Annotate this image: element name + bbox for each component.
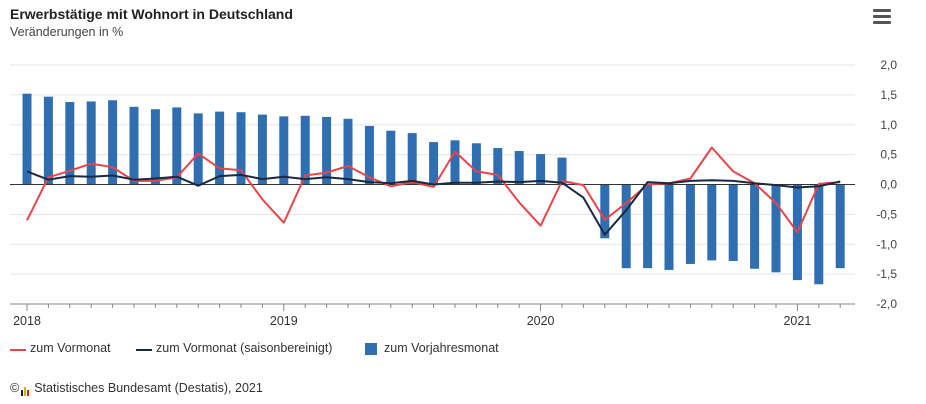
y-tick-label: 0,5: [880, 148, 897, 162]
bar: [450, 140, 460, 185]
bar: [65, 102, 75, 185]
x-tick-label: 2019: [270, 314, 298, 328]
bar: [493, 148, 503, 185]
legend-swatch-blue-bar: [365, 343, 377, 355]
bar: [728, 184, 738, 261]
x-tick-label: 2020: [527, 314, 555, 328]
bar: [364, 125, 374, 185]
bar: [471, 143, 481, 185]
destatis-logo-icon: [21, 382, 31, 396]
bar: [750, 184, 760, 269]
hamburger-menu-icon[interactable]: [873, 9, 891, 25]
bar: [172, 107, 182, 185]
x-tick-label: 2018: [13, 314, 41, 328]
bar: [707, 184, 717, 261]
series-line: [26, 146, 841, 234]
bar: [129, 106, 139, 185]
legend-label: zum Vormonat (saisonbereinigt): [156, 341, 333, 355]
chart-plot: 2,0 1,5 1,0 0,5 0,0 -0,5 -1,0 -1,5 -2,0 2018 2019 2…: [10, 58, 897, 328]
bar: [43, 96, 53, 185]
copyright-symbol: ©: [10, 381, 20, 395]
legend-label: zum Vorjahresmonat: [384, 341, 499, 355]
bar: [300, 115, 310, 185]
bar: [814, 184, 824, 285]
y-tick-label: -1,5: [876, 267, 897, 281]
bar: [771, 184, 781, 273]
y-tick-label: 1,5: [880, 88, 897, 102]
legend-swatch-dark-line: [136, 349, 152, 351]
credits[interactable]: © Statistisches Bundesamt (Destatis), 202…: [10, 381, 263, 396]
chart-subtitle: Veränderungen in %: [10, 25, 124, 39]
bar: [193, 113, 203, 185]
legend-item-zum-vorjahresmonat[interactable]: zum Vorjahresmonat: [365, 341, 525, 357]
bar: [835, 184, 845, 269]
bar: [257, 114, 267, 185]
series-line: [26, 170, 841, 236]
chart-title: Erwerbstätige mit Wohnort in Deutschland: [10, 6, 293, 22]
bar: [386, 130, 396, 185]
bar: [108, 100, 118, 185]
credit-text: Statistisches Bundesamt (Destatis), 2021: [34, 381, 263, 395]
bar: [150, 109, 160, 185]
bar: [643, 184, 653, 269]
bar: [322, 116, 332, 185]
x-tick-label: 2021: [783, 314, 811, 328]
bar: [22, 93, 32, 185]
bar: [685, 184, 695, 264]
bar: [514, 151, 524, 185]
bar: [236, 112, 246, 185]
y-tick-label: -1,0: [876, 237, 897, 251]
bar: [279, 116, 289, 185]
bar: [429, 142, 439, 185]
bar: [621, 184, 631, 269]
y-tick-label: 1,0: [880, 118, 897, 132]
bar: [557, 157, 567, 185]
bar: [600, 184, 610, 239]
bar: [86, 101, 96, 185]
y-tick-label: 0,0: [880, 178, 897, 192]
bar: [664, 184, 674, 270]
legend-label: zum Vormonat: [30, 341, 111, 355]
bar: [215, 111, 225, 185]
bar: [343, 118, 353, 185]
y-tick-label: -0,5: [876, 207, 897, 221]
y-tick-label: -2,0: [876, 297, 897, 311]
legend-item-zum-vormonat-saisonbereinigt[interactable]: zum Vormonat (saisonbereinigt): [136, 341, 366, 357]
legend-swatch-red-line: [10, 349, 26, 351]
bar: [536, 154, 546, 185]
bar: [407, 133, 417, 185]
y-tick-label: 2,0: [880, 58, 897, 72]
legend-item-zum-vormonat[interactable]: zum Vormonat: [10, 341, 130, 357]
